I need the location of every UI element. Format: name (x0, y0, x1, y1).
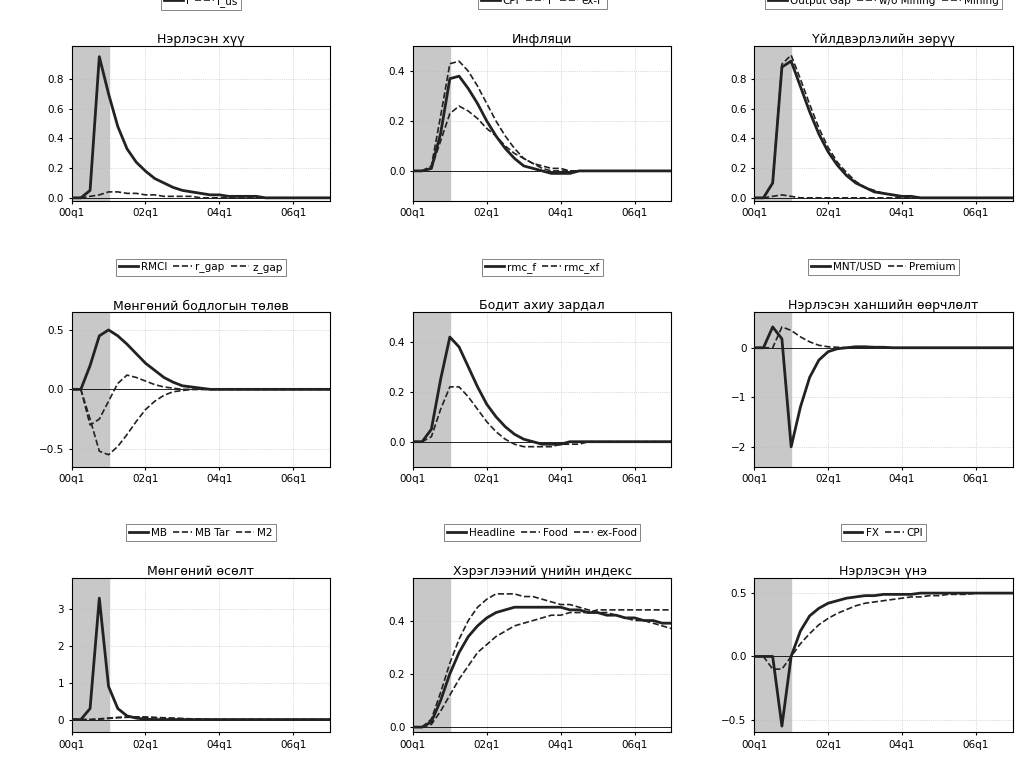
Title: Мөнгөний бодлогын төлөв: Мөнгөний бодлогын төлөв (113, 299, 288, 312)
Legend: MB, MB Tar, M2: MB, MB Tar, M2 (126, 524, 276, 540)
Legend: RMCI, r_gap, z_gap: RMCI, r_gap, z_gap (116, 258, 286, 276)
Legend: i, i_us: i, i_us (161, 0, 240, 10)
Title: Инфляци: Инфляци (512, 33, 573, 46)
Bar (754, 578, 791, 732)
Bar (413, 46, 450, 200)
Bar (413, 312, 450, 466)
Bar (72, 578, 108, 732)
Bar (72, 46, 108, 200)
Title: Мөнгөний өсөлт: Мөнгөний өсөлт (147, 565, 255, 578)
Title: Хэрэглээний үнийн индекс: Хэрэглээний үнийн индекс (452, 565, 632, 578)
Bar (754, 46, 791, 200)
Bar (413, 578, 450, 732)
Legend: rmc_f, rmc_xf: rmc_f, rmc_xf (482, 258, 603, 276)
Bar (754, 312, 791, 466)
Title: Нэрлэсэн үнэ: Нэрлэсэн үнэ (840, 565, 928, 578)
Legend: Output Gap, w/o Mining, Mining: Output Gap, w/o Mining, Mining (765, 0, 1002, 9)
Legend: CPI, F, ex-F: CPI, F, ex-F (478, 0, 607, 9)
Legend: MNT/USD, Premium: MNT/USD, Premium (808, 258, 960, 274)
Title: Бодит ахиу зардал: Бодит ахиу зардал (480, 299, 605, 312)
Title: Үйлдвэрлэлийн зөрүү: Үйлдвэрлэлийн зөрүү (812, 33, 955, 46)
Title: Нэрлэсэн хүү: Нэрлэсэн хүү (158, 33, 244, 46)
Bar (72, 312, 108, 466)
Title: Нэрлэсэн ханшийн өөрчлөлт: Нэрлэсэн ханшийн өөрчлөлт (789, 299, 979, 312)
Legend: Headline, Food, ex-Food: Headline, Food, ex-Food (444, 524, 640, 540)
Legend: FX, CPI: FX, CPI (841, 524, 927, 540)
